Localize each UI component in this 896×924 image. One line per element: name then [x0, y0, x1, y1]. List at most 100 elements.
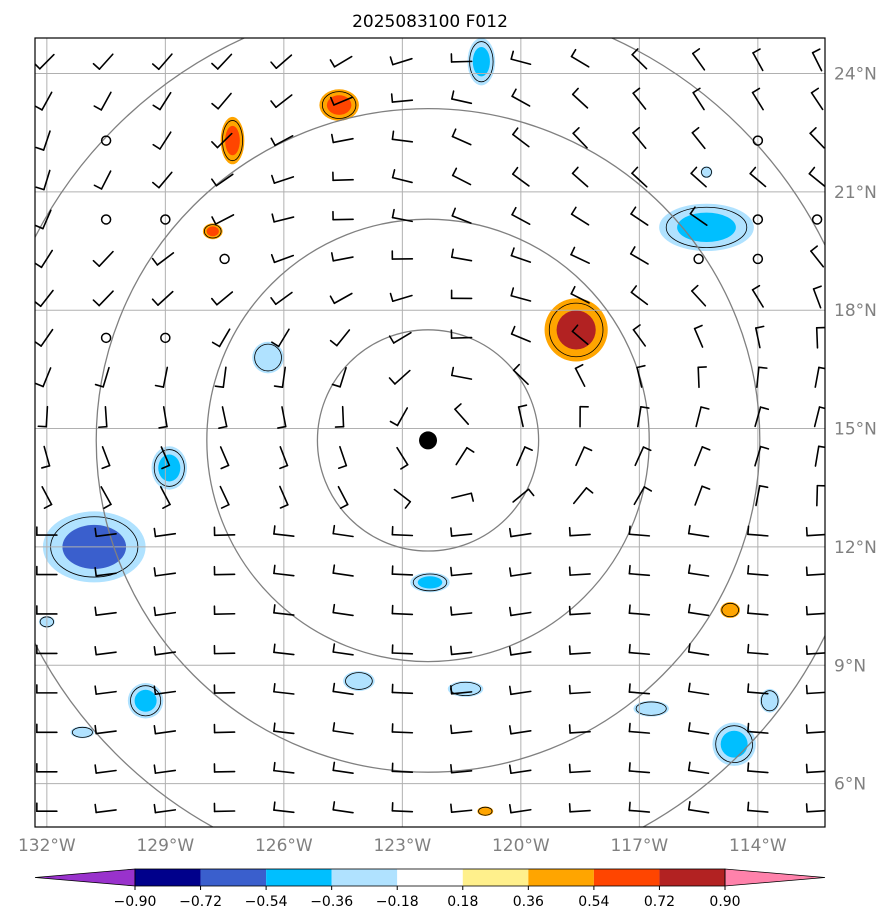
wind-barb-staff — [570, 55, 590, 68]
wind-barb-flag — [805, 724, 808, 734]
wind-barb-flag — [629, 246, 636, 255]
wind-barb-staff — [222, 366, 227, 388]
wind-barb-staff — [336, 329, 351, 347]
wind-barb-staff — [806, 612, 825, 616]
wind-barb-flag — [162, 503, 171, 510]
wind-barb-flag — [642, 446, 652, 452]
wind-barb-flag — [810, 87, 820, 94]
calm-wind-marker — [100, 214, 112, 225]
wind-barb-staff — [813, 406, 821, 428]
wind-barb-flag — [628, 564, 631, 575]
wind-barb-staff — [814, 366, 820, 388]
wind-barb-staff — [455, 446, 468, 466]
wind-barb-flag — [508, 685, 512, 696]
wind-barb-staff — [332, 651, 354, 656]
wind-barb-flag — [273, 761, 276, 772]
wind-barb-flag — [153, 646, 157, 656]
wind-barb-flag — [691, 284, 699, 292]
wind-barb-flag — [41, 465, 51, 469]
wind-barb-flag — [508, 764, 512, 775]
wind-barb-staff — [42, 130, 51, 151]
storm-center-marker — [419, 431, 438, 450]
wind-barb-staff — [747, 572, 769, 577]
field-contour — [254, 343, 282, 372]
wind-barb-flag — [270, 137, 276, 147]
wind-barb-flag — [508, 567, 512, 577]
wind-barb-staff — [634, 446, 645, 467]
wind-barb-flag — [818, 406, 825, 410]
wind-barb-staff — [510, 808, 532, 814]
wind-barb-staff — [451, 492, 473, 499]
wind-barb-flag — [92, 299, 100, 307]
wind-barb-flag — [450, 606, 453, 616]
wind-barb-flag — [161, 464, 171, 470]
field-core — [134, 689, 157, 712]
wind-barb-staff — [95, 730, 117, 735]
wind-barb-staff — [339, 366, 347, 388]
wind-barb-staff — [749, 172, 767, 188]
wind-barb-staff — [273, 612, 295, 616]
wind-barb-staff — [274, 135, 294, 147]
wind-barb-flag — [805, 526, 808, 537]
wind-barb-flag — [693, 324, 703, 330]
wind-barb-staff — [806, 691, 825, 695]
wind-barb-flag — [805, 645, 808, 655]
wind-barb-staff — [571, 330, 589, 346]
wind-barb-flag — [151, 257, 159, 266]
wind-barb-flag — [510, 287, 515, 297]
wind-barb-flag — [512, 363, 521, 372]
wind-barb-flag — [153, 724, 157, 735]
wind-barb-staff — [154, 572, 177, 577]
wind-barb-staff — [569, 730, 591, 734]
field-shade — [343, 671, 375, 691]
wind-barb-flag — [570, 206, 577, 215]
wind-barb-flag — [35, 105, 43, 111]
field-shade — [477, 806, 494, 816]
wind-barb-flag — [628, 643, 631, 654]
wind-barb-staff — [219, 485, 230, 506]
wind-barb-staff — [687, 808, 710, 814]
wind-barb-flag — [43, 503, 53, 510]
wind-barb-flag — [687, 564, 691, 574]
wind-barb-staff — [273, 533, 295, 538]
wind-barb-flag — [511, 88, 517, 98]
wind-barb-flag — [94, 685, 97, 695]
wind-barb-flag — [279, 503, 289, 509]
x-tick-label: 123°W — [373, 836, 431, 856]
field-core — [720, 730, 748, 758]
wind-barb-flag — [35, 382, 44, 388]
x-tick-label: 132°W — [18, 836, 76, 856]
wind-barb-staff — [391, 770, 414, 773]
wind-barb-flag — [747, 801, 750, 812]
calm-wind-marker — [752, 135, 764, 146]
field-core — [225, 125, 240, 156]
wind-barb-flag — [154, 384, 165, 388]
wind-barb-flag — [687, 603, 691, 614]
wind-barb-flag — [508, 803, 512, 814]
wind-barb-flag — [759, 406, 770, 411]
wind-barb-flag — [329, 339, 338, 347]
wind-barb-staff — [816, 484, 819, 507]
wind-barb-flag — [220, 503, 230, 509]
field-core — [206, 226, 219, 237]
y-tick-label: 9°N — [834, 656, 866, 676]
wind-barb-staff — [628, 572, 651, 577]
wind-barb-flag — [153, 567, 157, 577]
wind-barb-flag — [628, 683, 631, 693]
colorbar-tick-label: 0.18 — [447, 894, 478, 910]
field-contour — [760, 690, 779, 712]
colorbar-tick-label: 0.36 — [513, 894, 544, 910]
colorbar-tick-label: −0.72 — [179, 894, 222, 910]
wind-barb-flag — [35, 146, 45, 151]
wind-barb-staff — [754, 445, 762, 467]
wind-barb-staff — [162, 406, 168, 428]
wind-barb-staff — [95, 809, 117, 814]
wind-barb-flag — [390, 93, 394, 103]
wind-barb-staff — [391, 573, 414, 576]
wind-barb-staff — [337, 485, 349, 506]
wind-barb-staff — [806, 573, 825, 576]
wind-barb-staff — [450, 730, 473, 735]
wind-barb-staff — [814, 445, 820, 467]
wind-barb-staff — [393, 488, 412, 503]
colorbar-segment — [135, 869, 201, 886]
